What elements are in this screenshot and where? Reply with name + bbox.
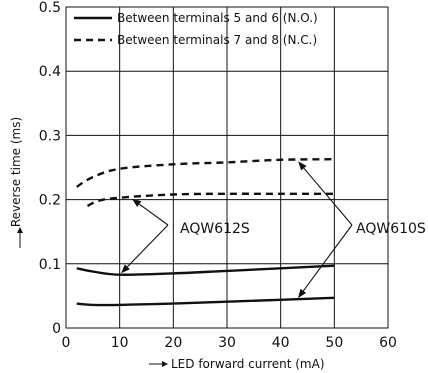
x-tick-label: 0 <box>62 335 71 351</box>
x-tick-label: 20 <box>164 335 182 351</box>
y-axis-arrowhead <box>17 227 23 233</box>
legend: Between terminals 5 and 6 (N.O.) Between… <box>74 11 318 47</box>
x-tick-label: 10 <box>111 335 129 351</box>
x-axis-title: LED forward current (mA) <box>171 357 325 371</box>
annotation-arrow <box>126 224 169 268</box>
annotation-arrowhead <box>132 198 142 207</box>
annotation-aqw610s: AQW610S <box>356 221 426 237</box>
annotation-aqw612s: AQW612S <box>180 221 250 237</box>
y-tick-label: 0 <box>52 321 61 337</box>
x-tick-label: 50 <box>325 335 343 351</box>
y-tick-label: 0.1 <box>39 257 61 273</box>
annotation-arrowhead <box>298 288 307 299</box>
y-tick-label: 0.2 <box>39 193 61 209</box>
legend-label-solid: Between terminals 5 and 6 (N.O.) <box>117 11 318 25</box>
legend-label-dashed: Between terminals 7 and 8 (N.C.) <box>117 33 317 47</box>
x-tick-label: 60 <box>379 335 397 351</box>
series-line-dashed <box>76 158 335 188</box>
y-tick-label: 0.5 <box>39 0 61 16</box>
series-line-dashed <box>86 192 335 208</box>
annotation-layer <box>121 161 353 299</box>
x-tick-label: 30 <box>218 335 236 351</box>
annotation-arrowhead <box>121 264 130 274</box>
y-tick-label: 0.4 <box>39 64 61 80</box>
y-tick-label: 0.3 <box>39 128 61 144</box>
grid-layer <box>65 6 389 329</box>
series-line-solid <box>76 296 335 307</box>
y-axis-title-group: Reverse time (ms) <box>9 117 23 248</box>
x-axis-title-group: LED forward current (mA) <box>149 357 325 371</box>
x-tick-label: 40 <box>272 335 290 351</box>
tick-layer: 0 10 20 30 40 50 60 0 0.1 0.2 0.3 0.4 0.5 <box>39 0 397 351</box>
annotation-arrow <box>302 224 353 292</box>
series-layer <box>76 158 335 307</box>
x-axis-arrowhead <box>162 361 168 367</box>
annotation-arrow <box>138 203 169 226</box>
series-line-solid <box>76 264 335 276</box>
annotation-arrowhead <box>298 161 307 171</box>
y-axis-title: Reverse time (ms) <box>9 117 23 227</box>
annotation-arrow <box>303 167 353 226</box>
